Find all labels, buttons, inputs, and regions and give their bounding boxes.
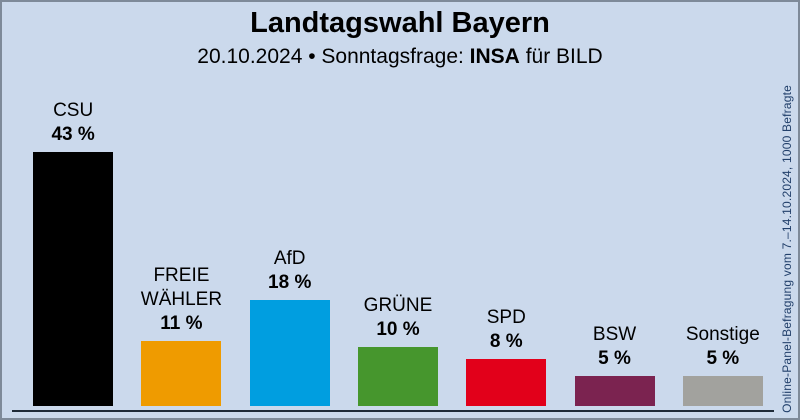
subtitle-institute-name: INSA [469,45,520,68]
party-label-sonstige: Sonstige 5 % [686,323,760,371]
bar-spd [466,359,547,406]
party-value-label: 11 % [160,313,203,334]
bar-sonstige [682,376,763,406]
x-axis-baseline [12,410,774,412]
party-name-line: AfD [273,248,306,269]
bar-chart: CSU 43 % FREIE WÄHLER 11 % AfD 18 % GRÜNE 10 % SP… [19,82,777,406]
party-value-label: 10 % [376,319,420,340]
bar-group-freie-wähler: FREIE WÄHLER 11 % [127,264,235,406]
party-value-label: 43 % [51,124,95,145]
party-name-line: CSU [53,100,94,121]
bar-group-grüne: GRÜNE 10 % [344,294,452,406]
subtitle-client-text: für BILD [519,45,603,68]
bar-group-spd: SPD 8 % [452,306,560,406]
bar-group-csu: CSU 43 % [19,99,127,406]
party-name-line: FREIE [153,265,210,286]
bar-freie-wähler [141,341,222,406]
party-name-line: GRÜNE [363,295,433,316]
party-value-label: 18 % [268,272,312,293]
chart-title: Landtagswahl Bayern [250,7,550,39]
party-value-label: 5 % [706,348,740,369]
party-name-line: WÄHLER [140,289,223,310]
party-label-spd: SPD 8 % [487,306,526,354]
subtitle-date-text: 20.10.2024 • Sonntagsfrage: [197,45,470,68]
survey-method-footnote: Online-Panel-Befragung vom 7.–14.10.2024… [780,85,794,413]
party-label-afd: AfD 18 % [268,247,311,295]
party-label-grüne: GRÜNE 10 % [364,294,433,342]
bar-group-afd: AfD 18 % [236,247,344,406]
party-label-freie-wähler: FREIE WÄHLER 11 % [141,264,222,336]
bar-csu [33,152,114,406]
chart-subtitle: 20.10.2024 • Sonntagsfrage: INSA für BIL… [2,45,798,68]
party-name-line: SPD [486,307,526,328]
party-label-csu: CSU 43 % [51,99,94,147]
party-value-label: 8 % [489,331,523,352]
bar-afd [249,300,330,406]
party-name-line: Sonstige [685,324,760,345]
bar-group-bsw: BSW 5 % [560,323,668,406]
bar-group-sonstige: Sonstige 5 % [669,323,777,406]
bar-grüne [357,347,438,406]
party-label-bsw: BSW 5 % [593,323,636,371]
party-value-label: 5 % [598,348,631,369]
party-name-line: BSW [592,324,637,345]
bar-bsw [574,376,655,406]
